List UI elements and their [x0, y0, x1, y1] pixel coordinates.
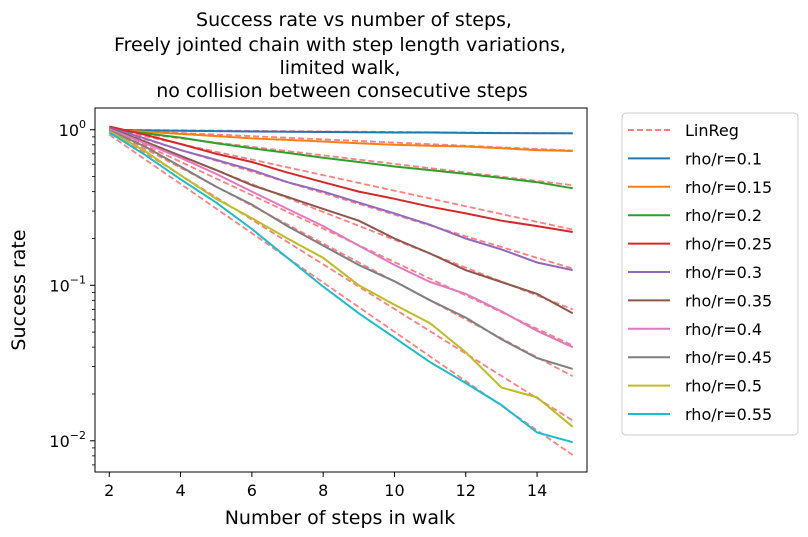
legend-label: rho/r=0.45: [685, 348, 772, 367]
title-line-2: Freely jointed chain with step length va…: [114, 34, 566, 56]
y-tick-label: 10−1: [49, 273, 86, 295]
series-layer: [108, 125, 574, 444]
y-axis: 100 10−1 10−2: [49, 118, 95, 466]
x-axis-label: Number of steps in walk: [225, 507, 456, 529]
linreg-line-2: [109, 128, 573, 152]
x-tick-label: 10: [384, 481, 404, 500]
legend-label: rho/r=0.3: [685, 263, 762, 282]
linreg-line-4: [109, 127, 573, 231]
x-tick-label: 8: [318, 481, 328, 500]
series-line-rho-r-0-4: [108, 128, 574, 349]
x-tick-label: 14: [527, 481, 547, 500]
series-line-rho-r-0-5: [108, 130, 574, 428]
legend-frame: [621, 112, 799, 436]
legend-label: rho/r=0.35: [685, 291, 772, 310]
title-line-3: limited walk,: [279, 57, 400, 79]
legend-label: rho/r=0.25: [685, 235, 772, 254]
legend-label: rho/r=0.2: [685, 206, 762, 225]
series-line-rho-r-0-55: [108, 131, 573, 444]
y-tick-label: 10−2: [49, 429, 86, 451]
series-line-rho-r-0-1: [109, 128, 573, 135]
x-tick-label: 6: [247, 481, 257, 500]
legend-label: rho/r=0.1: [685, 149, 762, 168]
series-line-rho-r-0-2: [109, 128, 573, 190]
y-axis-label: Success rate: [8, 229, 30, 350]
legend-label: rho/r=0.55: [685, 405, 772, 424]
series-line-rho-r-0-25: [109, 125, 573, 233]
title-line-1: Success rate vs number of steps,: [196, 9, 512, 31]
series-line-rho-r-0-3: [109, 126, 573, 272]
series-line-rho-r-0-15: [109, 128, 573, 152]
legend-label: rho/r=0.4: [685, 320, 762, 339]
plot-frame: [94, 107, 588, 473]
title-line-4: no collision between consecutive steps: [156, 80, 528, 102]
legend: LinReg rho/r=0.1 rho/r=0.15 rho/r=0.2 rho/r=…: [621, 112, 799, 436]
x-tick-label: 4: [175, 481, 185, 500]
legend-label: rho/r=0.5: [685, 377, 762, 396]
series-line-rho-r-0-45: [108, 129, 573, 370]
y-tick-label: 100: [59, 118, 86, 140]
legend-label: LinReg: [685, 121, 739, 140]
x-tick-label: 2: [104, 481, 114, 500]
chart-title: Success rate vs number of steps, Freely …: [114, 9, 566, 102]
x-tick-label: 12: [456, 481, 476, 500]
legend-label: rho/r=0.15: [685, 178, 772, 197]
series-line-rho-r-0-35: [108, 127, 574, 315]
x-axis: 2 4 6 8 10 12 14: [104, 472, 547, 500]
